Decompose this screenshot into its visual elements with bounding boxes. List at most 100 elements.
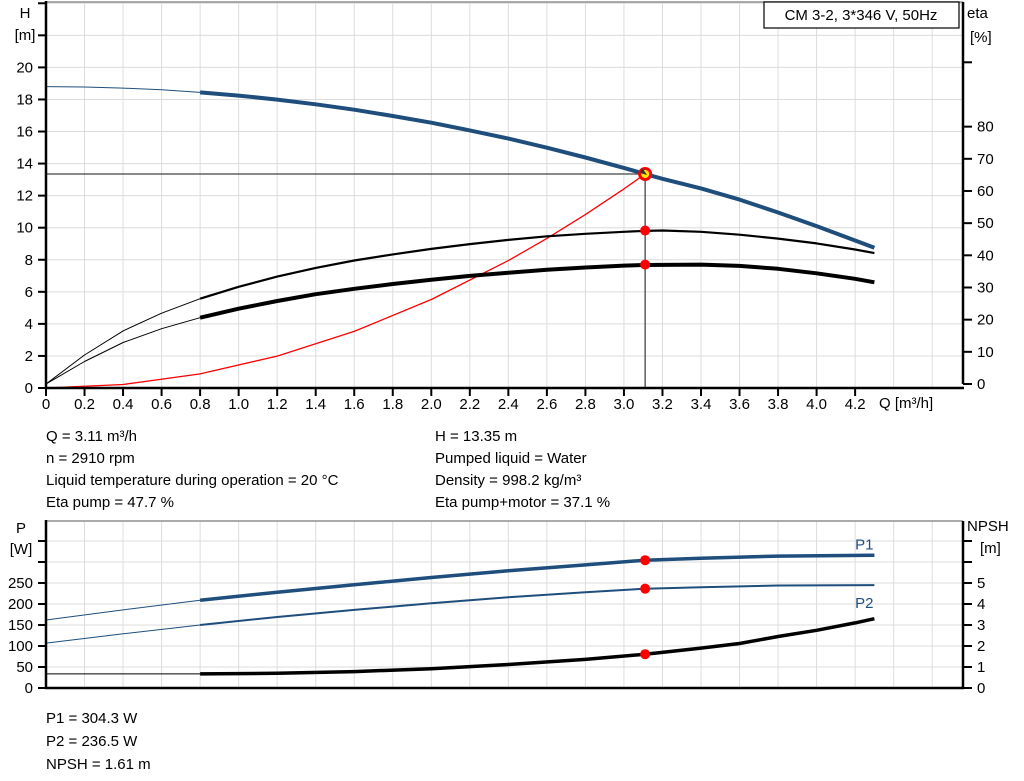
curves [45,86,876,389]
y-right-axis-title: NPSH [967,518,1009,535]
y-left-tick-label: 50 [16,659,33,676]
y-right-tick-label: 0 [977,376,985,393]
y-right-axis-title: eta [967,5,989,22]
y-left-tick-label: 18 [16,91,33,108]
x-tick-label: 1.8 [382,396,403,413]
y-right-tick-label: 2 [977,638,985,655]
y-left-tick-label: 2 [25,348,33,365]
x-tick-label: 1.4 [305,396,326,413]
x-tick-label: 2.0 [421,396,442,413]
curve-eta-pump [199,229,875,300]
curve-p1-thin [45,599,201,621]
y-right-tick-label: 4 [977,596,985,613]
y-left-tick-label: 8 [25,252,33,269]
x-tick-label: 2.4 [498,396,519,413]
y-left-axis-unit: [W] [10,541,33,558]
series-label-p1: P1 [855,536,873,553]
curves [45,553,875,676]
y-right-tick-label: 50 [977,215,994,232]
curve-p2-thin [45,624,201,644]
power-results: P1 = 304.3 W P2 = 236.5 W NPSH = 1.61 m [46,707,151,776]
marker-eta-pump-motor-point [640,259,651,270]
x-tick-label: 0.4 [113,396,134,413]
result-temperature: Liquid temperature during operation = 20… [46,472,339,489]
y-left-tick-label: 12 [16,188,33,205]
result-density: Density = 998.2 kg/m³ [435,472,582,489]
chart-title: CM 3-2, 3*346 V, 50Hz [785,7,938,24]
result-flow: Q = 3.11 m³/h [46,428,138,445]
y-left-tick-label: 10 [16,220,33,237]
y-left-tick-label: 14 [16,156,33,173]
y-left-tick-label: 20 [16,59,33,76]
result-p2: P2 = 236.5 W [46,733,138,750]
y-left-tick-label: 200 [8,596,33,613]
grid [46,521,963,688]
y-right-tick-label: 3 [977,617,985,634]
y-right-tick-label: 1 [977,659,985,676]
y-right-axis-unit: [m] [980,540,1001,557]
y-left-tick-label: 250 [8,575,33,592]
x-tick-label: 1.6 [344,396,365,413]
result-npsh: NPSH = 1.61 m [46,756,151,773]
x-tick-label: 0 [42,396,50,413]
duty-point-marker[interactable] [638,166,653,181]
grid [46,2,963,388]
x-tick-label: 4.2 [845,396,866,413]
cursor-arrow-icon [640,167,648,175]
y-left-axis-unit: [m] [15,27,36,44]
y-left-tick-label: 100 [8,638,33,655]
axes: 0 2 4 6 8 10 12 14 16 18 20 0 10 20 30 40 50 60 70 80 0 0.2 0.… [15,1,994,413]
y-right-tick-label: 20 [977,312,994,329]
curve-eta-pump-motor [199,262,875,320]
y-left-tick-label: 0 [25,680,33,697]
curve-p2 [199,584,875,626]
y-left-tick-label: 4 [25,316,33,333]
y-left-tick-label: 150 [8,617,33,634]
x-tick-label: 3.4 [691,396,712,413]
y-left-axis-title: P [16,520,26,537]
curve-head [199,90,876,250]
power-npsh-chart: 0 50 100 150 200 250 0 1 2 3 4 5 P [W] NPSH [m] P1 P2 [0,515,1024,720]
x-tick-label: 1.2 [267,396,288,413]
x-tick-label: 2.2 [459,396,480,413]
x-tick-label: 3.2 [652,396,673,413]
y-right-tick-label: 5 [977,575,985,592]
x-tick-label: 1.0 [228,396,249,413]
x-tick-label: 2.8 [575,396,596,413]
result-eta-pump: Eta pump = 47.7 % [46,494,174,511]
x-tick-label: 3.0 [614,396,635,413]
result-p1: P1 = 304.3 W [46,710,138,727]
x-tick-label: 3.6 [729,396,750,413]
chart-title-border [763,1,960,29]
duty-point-crosshair [46,173,646,388]
y-right-tick-label: 80 [977,119,994,136]
marker-eta-pump-point [640,225,651,236]
power-npsh-chart-svg: 0 50 100 150 200 250 0 1 2 3 4 5 P [W] NPSH [m] P1 P2 [8,518,1009,697]
curve-eta-pump-motor-thin [45,317,201,385]
curve-head-thin [45,86,201,93]
result-eta-total: Eta pump+motor = 37.1 % [435,494,611,511]
curve-p1 [199,553,875,602]
x-tick-label: 0.2 [74,396,95,413]
marker-npsh-point [640,649,651,660]
hq-chart-svg: 0 2 4 6 8 10 12 14 16 18 20 0 10 20 30 40 50 60 70 80 0 0.2 0.… [15,1,994,413]
head-efficiency-chart: 0 2 4 6 8 10 12 14 16 18 20 0 10 20 30 40 50 60 70 80 0 0.2 0.… [15,1,994,413]
y-left-axis-title: H [20,5,31,22]
marker-p2-point [640,583,651,594]
x-tick-label: 3.8 [768,396,789,413]
y-left-tick-label: 16 [16,124,33,141]
axes: 0 50 100 150 200 250 0 1 2 3 4 5 P [W] NPSH [m] [8,518,1009,697]
x-tick-label: 4.0 [806,396,827,413]
x-tick-label: 2.6 [536,396,557,413]
y-left-tick-label: 0 [25,380,33,397]
y-right-axis-unit: [%] [970,29,992,46]
result-speed: n = 2910 rpm [46,450,135,467]
curve-eta-pump-thin [45,298,201,385]
y-right-tick-label: 10 [977,344,994,361]
duty-point-results-right: H = 13.35 m Pumped liquid = Water Densit… [435,426,610,514]
y-right-tick-label: 40 [977,247,994,264]
curve-system-curve [45,173,646,389]
duty-point-results-left: Q = 3.11 m³/h n = 2910 rpm Liquid temper… [46,426,338,514]
y-left-tick-label: 6 [25,284,33,301]
